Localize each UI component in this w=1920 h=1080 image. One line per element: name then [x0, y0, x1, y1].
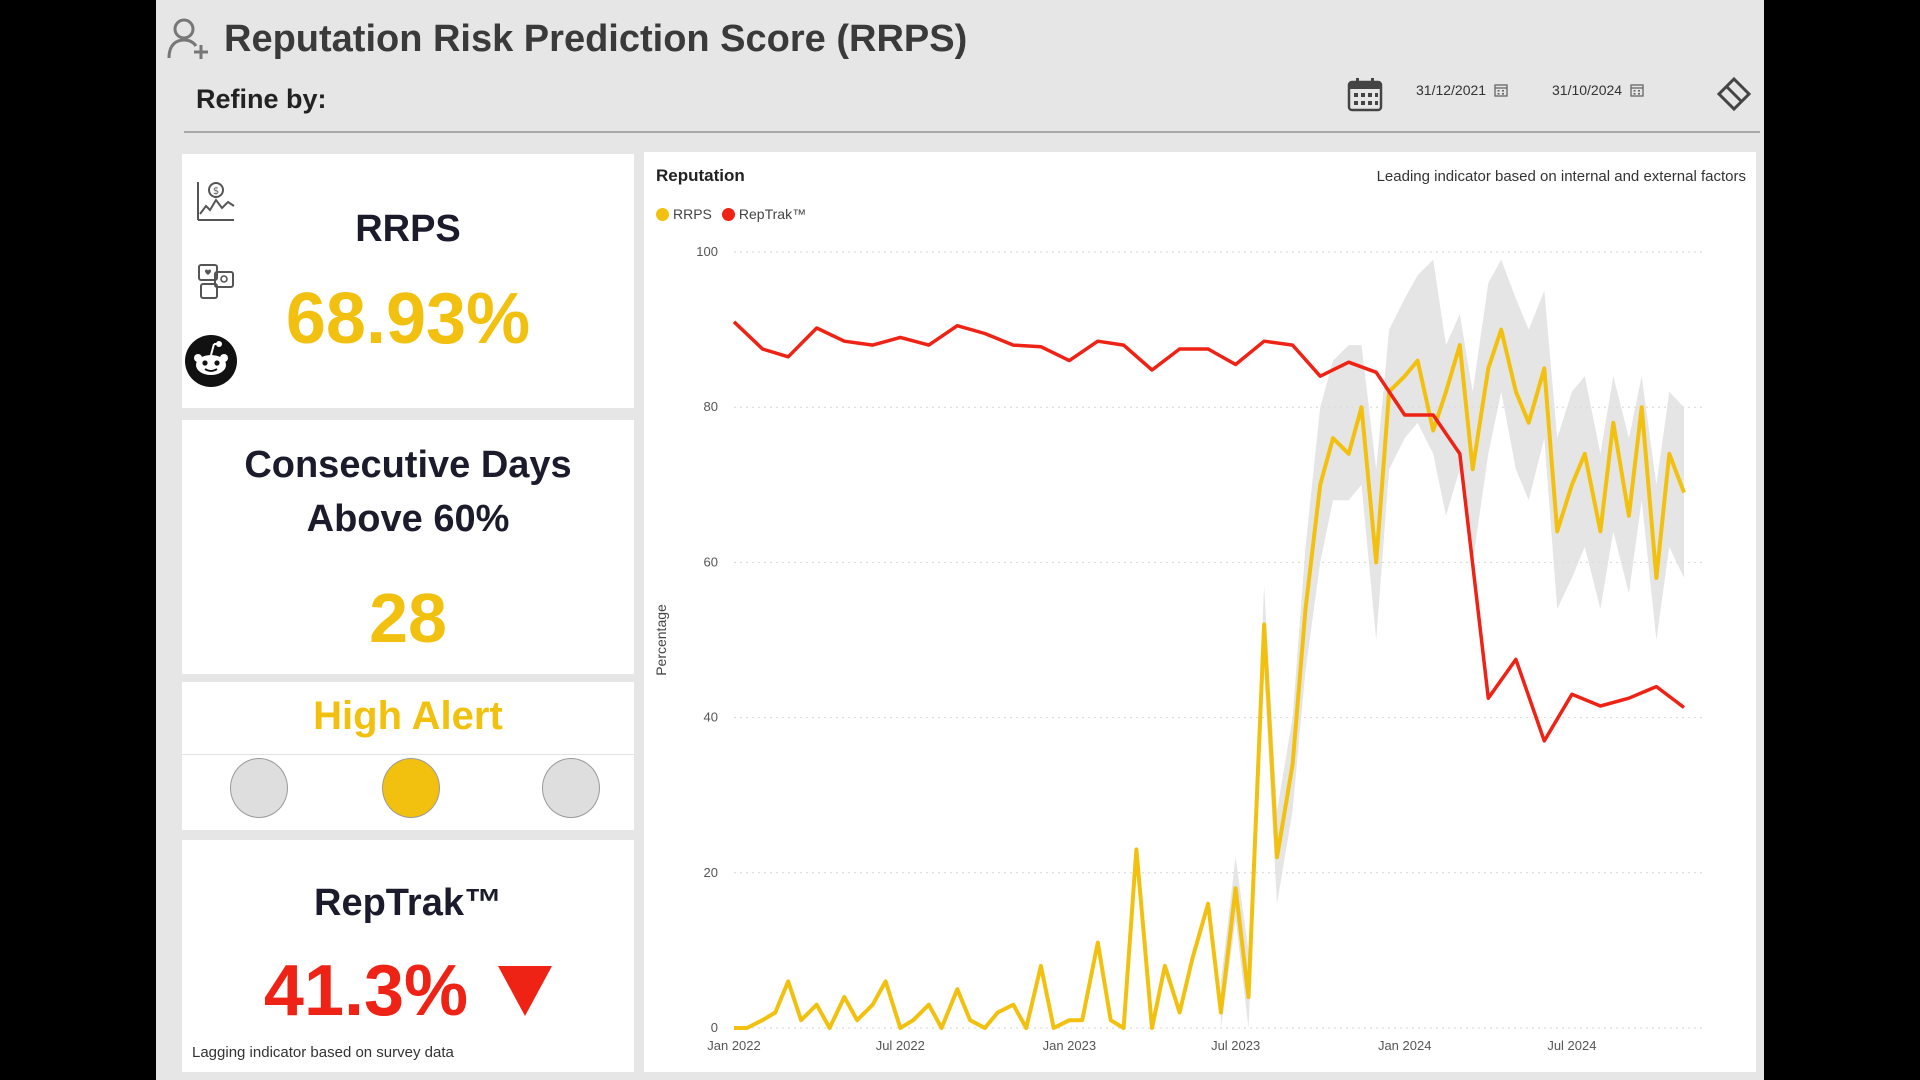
page-title: Reputation Risk Prediction Score (RRPS)	[224, 18, 968, 60]
consecutive-days-card: Consecutive Days Above 60% 28	[182, 420, 634, 674]
reptrak-card: RepTrak™ 41.3% Lagging indicator based o…	[182, 840, 634, 1072]
x-tick-label: Jul 2023	[1211, 1038, 1260, 1053]
legend-item-rrps[interactable]: RRPS	[656, 206, 712, 222]
reptrak-value-row: 41.3%	[182, 950, 634, 1032]
chart-legend: RRPS RepTrak™	[656, 206, 806, 222]
chart-subtitle: Leading indicator based on internal and …	[1376, 168, 1746, 185]
rrps-label: RRPS	[355, 208, 461, 250]
end-date-picker[interactable]: 31/10/2024	[1552, 82, 1644, 98]
alert-light-low	[230, 758, 288, 818]
legend-item-reptrak[interactable]: RepTrak™	[721, 206, 807, 222]
y-tick-label: 60	[704, 554, 718, 569]
header-divider	[184, 131, 1760, 133]
y-tick-label: 40	[704, 710, 718, 725]
consecutive-label-line2: Above 60%	[306, 498, 510, 540]
rrps-value: 68.93%	[285, 279, 531, 359]
header: Reputation Risk Prediction Score (RRPS) …	[156, 0, 1764, 134]
end-date-value: 31/10/2024	[1552, 82, 1623, 98]
calendar-small-icon	[1630, 84, 1644, 97]
legend-dot-rrps	[656, 207, 669, 221]
alert-light-high	[382, 758, 440, 818]
rrps-card: $ RRPS 68.93%	[182, 154, 634, 408]
consecutive-label-line1: Consecutive Days	[244, 444, 572, 486]
reddit-icon[interactable]	[184, 334, 238, 388]
reputation-chart-card: 0 20 40 60 80 100 Jan 2022 Jul 2022 Jan 2023 Jul …	[644, 152, 1756, 1072]
reptrak-value: 41.3%	[263, 951, 469, 1031]
start-date-picker[interactable]: 31/12/2021	[1416, 82, 1508, 98]
y-tick-label: 20	[704, 865, 718, 880]
y-tick-label: 100	[696, 244, 718, 259]
calendar-small-icon	[1494, 84, 1508, 97]
svg-text:$: $	[213, 186, 219, 197]
reptrak-footnote: Lagging indicator based on survey data	[192, 1044, 454, 1061]
refine-label: Refine by:	[196, 84, 327, 114]
reptrak-series-line	[732, 320, 1686, 743]
dashboard: Reputation Risk Prediction Score (RRPS) …	[156, 0, 1764, 1080]
chart-title: Reputation	[656, 166, 745, 185]
legend-dot-reptrak	[721, 207, 735, 221]
alert-card: High Alert	[182, 682, 634, 830]
alert-divider	[182, 754, 634, 755]
legend-label-rrps: RRPS	[673, 206, 712, 222]
x-tick-label: Jan 2022	[707, 1038, 761, 1053]
social-media-icon[interactable]	[196, 262, 236, 302]
reptrak-label: RepTrak™	[314, 882, 502, 924]
add-user-icon[interactable]	[166, 16, 212, 62]
legend-label-reptrak: RepTrak™	[738, 206, 807, 222]
rrps-series-line	[734, 327, 1686, 1030]
start-date-value: 31/12/2021	[1416, 82, 1487, 98]
y-axis-title: Percentage	[653, 604, 669, 676]
y-tick-label: 80	[704, 399, 718, 414]
finance-chart-icon[interactable]: $	[196, 180, 236, 222]
y-tick-label: 0	[711, 1020, 718, 1035]
alert-light-critical	[542, 758, 600, 818]
consecutive-days-value: 28	[369, 579, 447, 657]
reputation-line-chart[interactable]: 0 20 40 60 80 100 Jan 2022 Jul 2022 Jan 2023 Jul …	[644, 152, 1756, 1072]
clear-filters-eraser-icon[interactable]	[1716, 76, 1752, 112]
x-tick-label: Jan 2023	[1043, 1038, 1097, 1053]
alert-level-label: High Alert	[313, 694, 503, 738]
calendar-icon[interactable]	[1347, 76, 1383, 112]
rrps-confidence-band	[1220, 259, 1684, 1028]
down-triangle-icon	[498, 966, 553, 1016]
x-tick-label: Jul 2024	[1547, 1038, 1596, 1053]
x-tick-label: Jul 2022	[876, 1038, 925, 1053]
x-tick-label: Jan 2024	[1378, 1038, 1432, 1053]
